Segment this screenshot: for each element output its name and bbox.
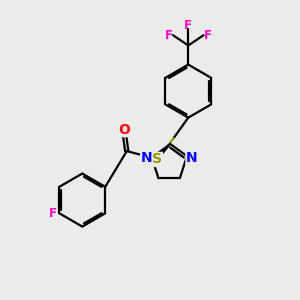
Text: N: N xyxy=(186,151,198,165)
Text: F: F xyxy=(165,29,173,42)
Text: O: O xyxy=(118,123,130,136)
Text: N: N xyxy=(141,151,152,165)
Text: S: S xyxy=(152,152,162,167)
Text: F: F xyxy=(203,29,211,42)
Text: F: F xyxy=(184,19,192,32)
Text: F: F xyxy=(49,207,57,220)
